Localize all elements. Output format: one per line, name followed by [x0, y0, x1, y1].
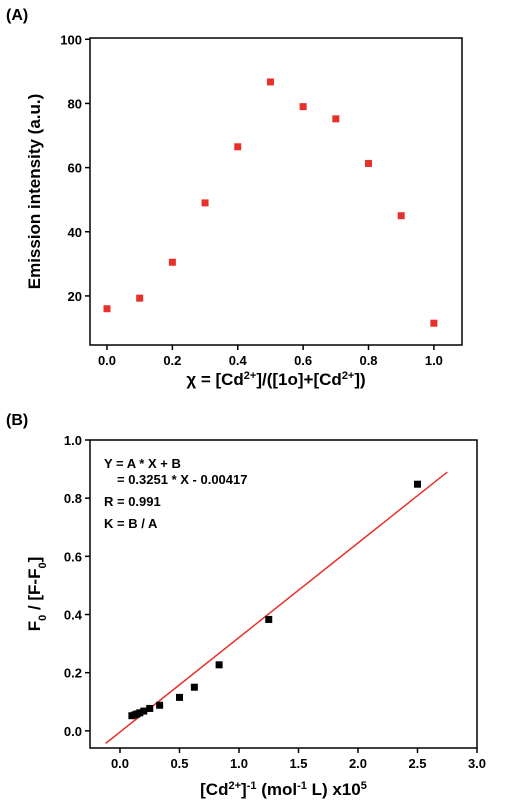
point	[266, 78, 274, 86]
label-part: ]	[241, 780, 247, 799]
x-axis-label: χ = [Cd2+]/([1o]+[Cd2+])	[186, 370, 365, 389]
x-tick-label: 2.0	[349, 756, 367, 771]
x-tick-label: 0.5	[170, 756, 188, 771]
annotation: = 0.3251 * X - 0.00417	[117, 472, 247, 487]
point	[140, 707, 148, 715]
plot-frame	[89, 37, 463, 346]
point	[190, 683, 198, 691]
y-tick-label: 1.0	[64, 433, 82, 448]
y-tick-label: 40	[68, 225, 82, 240]
label-part: L) x10	[307, 780, 361, 799]
point	[136, 709, 144, 717]
point	[365, 159, 373, 167]
panel-label: (B)	[6, 412, 28, 429]
point	[168, 258, 176, 266]
point	[299, 103, 307, 111]
y-tick-label: 0.4	[64, 608, 83, 623]
point	[201, 199, 209, 207]
annotation: Y = A * X + B	[104, 456, 181, 471]
label-part: 2+	[244, 370, 257, 382]
x-axis-label: [Cd2+]-1 (mol-1 L) x105	[200, 780, 367, 799]
x-tick-label: 0.2	[163, 353, 181, 368]
x-tick-label: 2.5	[408, 756, 426, 771]
label-part: 0	[37, 562, 49, 568]
fit-line	[105, 471, 448, 744]
y-tick-label: 60	[68, 161, 82, 176]
panel-label: (A)	[6, 7, 28, 24]
point	[413, 480, 421, 488]
label-part: [Cd	[200, 780, 228, 799]
y-axis-label: Emission intensity (a.u.)	[25, 94, 44, 290]
x-tick-label: 0.0	[111, 756, 129, 771]
annotation: R = 0.991	[104, 494, 161, 509]
plot-frame	[89, 439, 478, 749]
point	[332, 115, 340, 123]
label-part: 0	[37, 615, 49, 621]
x-tick-label: 0.0	[98, 353, 116, 368]
label-part: 5	[361, 780, 367, 792]
label-part: -1	[247, 780, 257, 792]
label-part: ]/([1o]+[Cd	[256, 370, 341, 389]
y-tick-label: 0.0	[64, 724, 82, 739]
label-part: ]	[25, 557, 44, 563]
label-part: 2+	[228, 780, 241, 792]
point	[175, 693, 183, 701]
x-tick-label: 1.5	[289, 756, 307, 771]
x-tick-label: 3.0	[468, 756, 486, 771]
label-part: / [F-F	[25, 569, 44, 615]
point	[136, 294, 144, 302]
y-tick-label: 80	[68, 96, 82, 111]
annotation: K = B / A	[104, 516, 158, 531]
x-tick-label: 0.6	[294, 353, 312, 368]
point	[265, 615, 273, 623]
label-part: ])	[354, 370, 365, 389]
x-tick-label: 0.4	[229, 353, 248, 368]
y-tick-label: 100	[60, 32, 82, 47]
y-axis-label: F0 / [F-F0]	[25, 557, 49, 632]
label-part: χ = [Cd	[186, 370, 243, 389]
label-part: F	[25, 621, 44, 631]
x-tick-label: 1.0	[425, 353, 443, 368]
y-tick-label: 0.8	[64, 491, 82, 506]
label-part: -1	[297, 780, 307, 792]
point	[156, 701, 164, 709]
label-part: 2+	[342, 370, 355, 382]
y-tick-label: 0.6	[64, 549, 82, 564]
label-part: Emission intensity (a.u.)	[25, 94, 44, 290]
y-tick-label: 20	[68, 289, 82, 304]
y-tick-label: 0.2	[64, 666, 82, 681]
x-tick-label: 0.8	[359, 353, 377, 368]
point	[215, 661, 223, 669]
point	[430, 319, 438, 327]
point	[397, 212, 405, 220]
point	[146, 704, 154, 712]
label-part: (mol	[256, 780, 297, 799]
point	[103, 305, 111, 313]
point	[234, 143, 242, 151]
x-tick-label: 1.0	[230, 756, 248, 771]
